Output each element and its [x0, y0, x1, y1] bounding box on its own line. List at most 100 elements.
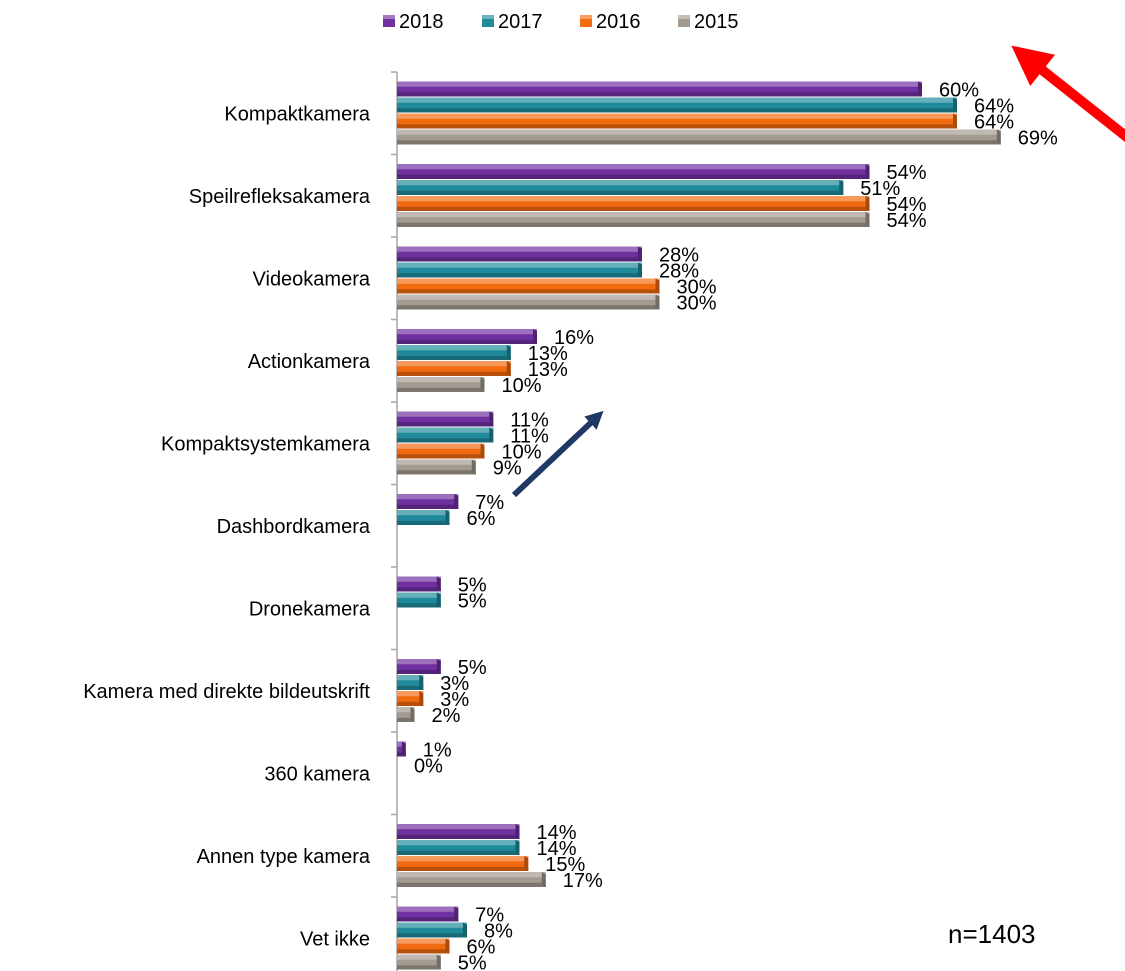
category-label-kompaktsystemkamera: Kompaktsystemkamera — [161, 433, 371, 455]
data-label-2015-actionkamera: 10% — [502, 375, 542, 397]
bar-2017-speilrefleksakamera — [397, 180, 844, 195]
data-label-2015-kamera-med-direkte-bildeutskrift: 2% — [432, 705, 461, 727]
data-label-2018-videokamera: 28% — [659, 245, 699, 267]
legend-label: 2016 — [596, 11, 641, 33]
bar-2015-kompaktsystemkamera — [397, 459, 476, 475]
data-label-2017-kompaktkamera: 64% — [974, 96, 1014, 118]
data-label-2015-videokamera: 30% — [677, 293, 717, 315]
data-label-2017-actionkamera: 13% — [528, 343, 568, 365]
legend-label: 2018 — [399, 11, 444, 33]
category-label-dronekamera: Dronekamera — [249, 598, 371, 620]
bar-2015-vet-ikke — [397, 954, 441, 970]
bar-2017-actionkamera — [397, 345, 511, 360]
data-label-2015-kompaktsystemkamera: 9% — [493, 458, 522, 480]
category-label-dashbordkamera: Dashbordkamera — [217, 516, 371, 538]
data-label-2018-kamera-med-direkte-bildeutskrift: 5% — [458, 657, 487, 679]
data-label-2015-speilrefleksakamera: 54% — [887, 210, 927, 232]
bar-2016-kompaktsystemkamera — [397, 443, 485, 459]
bar-2017-dashbordkamera — [397, 510, 450, 525]
bar-2018-dronekamera — [397, 576, 441, 592]
bar-2018-dashbordkamera — [397, 494, 459, 509]
bar-2016-speilrefleksakamera — [397, 196, 870, 211]
data-label-2016-videokamera: 30% — [677, 277, 717, 299]
category-label-kompaktkamera: Kompaktkamera — [224, 103, 370, 125]
bar-2017-annen-type-kamera — [397, 840, 520, 855]
bar-2016-videokamera — [397, 278, 660, 294]
bar-2017-videokamera — [397, 262, 642, 278]
bar-2015-kamera-med-direkte-bildeutskrift — [397, 707, 415, 722]
data-label-2015-vet-ikke: 5% — [458, 953, 487, 971]
bar-2018-vet-ikke — [397, 906, 459, 922]
data-label-2018-annen-type-kamera: 14% — [537, 822, 577, 844]
navy-arrow — [511, 410, 604, 498]
legend-item-2018: 2018 — [383, 11, 444, 33]
data-label-2018-360-kamera: 1% — [423, 740, 452, 762]
bars — [397, 81, 1001, 970]
legend: 2018 2017 2016 2015 — [383, 11, 739, 33]
data-label-2016-kamera-med-direkte-bildeutskrift: 3% — [440, 689, 469, 711]
bar-2018-kamera-med-direkte-bildeutskrift — [397, 659, 441, 674]
data-label-2017-kamera-med-direkte-bildeutskrift: 3% — [440, 673, 469, 695]
data-label-2016-kompaktsystemkamera: 10% — [502, 442, 542, 464]
bar-2017-kompaktsystemkamera — [397, 427, 494, 443]
data-label-2018-kompaktsystemkamera: 11% — [510, 410, 549, 432]
data-label-2016-annen-type-kamera: 15% — [545, 854, 585, 876]
category-label-speilrefleksakamera: Speilrefleksakamera — [189, 186, 371, 208]
category-label-360-kamera: 360 kamera — [264, 763, 370, 785]
category-labels: Kompaktkamera Speilrefleksakamera Videokam… — [83, 103, 371, 950]
bar-2015-annen-type-kamera — [397, 872, 546, 887]
data-label-2018-actionkamera: 16% — [554, 327, 594, 349]
bar-2015-kompaktkamera — [397, 129, 1001, 145]
data-label-2017-annen-type-kamera: 14% — [537, 838, 577, 860]
data-labels: 60%54%28%16%11%7%5%5%1%14%7%64%51%28%13%… — [414, 80, 1058, 971]
data-label-2017-dronekamera: 5% — [458, 591, 487, 613]
bar-2016-kamera-med-direkte-bildeutskrift — [397, 691, 424, 706]
data-label-2017-kompaktsystemkamera: 11% — [510, 426, 549, 448]
data-label-2018-kompaktkamera: 60% — [939, 80, 979, 102]
data-label-2017-dashbordkamera: 6% — [467, 508, 496, 530]
category-label-actionkamera: Actionkamera — [248, 351, 371, 373]
bar-2015-actionkamera — [397, 377, 485, 392]
data-label-2018-dronekamera: 5% — [458, 575, 487, 597]
data-label-2016-kompaktkamera: 64% — [974, 112, 1014, 134]
bar-2017-dronekamera — [397, 592, 441, 608]
data-label-2017-speilrefleksakamera: 51% — [860, 178, 900, 200]
data-label-2017-vet-ikke: 8% — [484, 921, 513, 943]
data-label-2018-speilrefleksakamera: 54% — [887, 162, 927, 184]
bar-2015-speilrefleksakamera — [397, 212, 870, 227]
bar-2018-videokamera — [397, 246, 642, 262]
bar-2016-annen-type-kamera — [397, 856, 529, 871]
category-label-videokamera: Videokamera — [253, 268, 371, 290]
bar-2018-actionkamera — [397, 329, 537, 344]
bar-2018-kompaktkamera — [397, 81, 922, 97]
legend-item-2015: 2015 — [678, 11, 739, 33]
data-label-2016-speilrefleksakamera: 54% — [887, 194, 927, 216]
legend-label: 2015 — [694, 11, 739, 33]
bar-2017-kamera-med-direkte-bildeutskrift — [397, 675, 424, 690]
bar-2018-annen-type-kamera — [397, 824, 520, 839]
bar-2015-videokamera — [397, 294, 660, 310]
data-label-2016-actionkamera: 13% — [528, 359, 568, 381]
legend-item-2017: 2017 — [482, 11, 543, 33]
bar-2018-kompaktsystemkamera — [397, 411, 494, 427]
bar-2016-kompaktkamera — [397, 113, 957, 129]
data-label-2016-vet-ikke: 6% — [467, 937, 496, 959]
data-label-2015-annen-type-kamera: 17% — [563, 870, 603, 892]
legend-label: 2017 — [498, 11, 543, 33]
data-label-2015-kompaktkamera: 69% — [1018, 128, 1058, 150]
data-label-2017-360-kamera: 0% — [414, 756, 443, 778]
bar-2017-kompaktkamera — [397, 97, 957, 113]
bar-2017-vet-ikke — [397, 922, 467, 938]
bar-2016-actionkamera — [397, 361, 511, 376]
category-label-vet-ikke: Vet ikke — [300, 928, 370, 950]
data-label-2018-dashbordkamera: 7% — [475, 492, 504, 514]
legend-item-2016: 2016 — [580, 11, 641, 33]
sample-size-note: n=1403 — [948, 919, 1036, 949]
data-label-2017-videokamera: 28% — [659, 261, 699, 283]
red-arrow — [1011, 45, 1125, 142]
category-label-annen-type-kamera: Annen type kamera — [197, 846, 371, 868]
bar-2018-speilrefleksakamera — [397, 164, 870, 179]
bar-2016-vet-ikke — [397, 938, 450, 954]
category-label-kamera-med-direkte-bildeutskrift: Kamera med direkte bildeutskrift — [83, 681, 370, 703]
